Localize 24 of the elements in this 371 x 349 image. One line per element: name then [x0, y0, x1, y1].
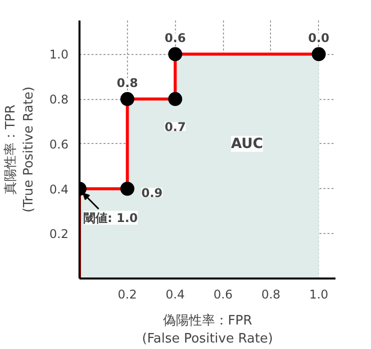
point — [120, 92, 134, 106]
point — [168, 47, 182, 62]
annotation: 0.0 — [308, 31, 330, 46]
annotation: AUC — [230, 136, 263, 152]
annotation: 0.8 — [116, 76, 138, 90]
y-tick-label: 1.0 — [49, 48, 69, 62]
y-tick-label: 0.2 — [49, 227, 69, 242]
y-axis-title: 真陽性率：TPR (True Positive Rate) — [2, 86, 36, 212]
point — [120, 182, 134, 196]
annotation: 0.9 — [141, 186, 163, 200]
point — [312, 47, 326, 62]
x-axis-title: 偽陽性率：FPR (False Positive Rate) — [142, 312, 273, 346]
point — [168, 92, 182, 106]
x-tick-label: 0.6 — [214, 288, 233, 302]
y-tick-label: 0.8 — [49, 92, 69, 107]
x-tick-label: 1.0 — [309, 288, 328, 302]
y-tick-label: 0.6 — [49, 137, 69, 152]
x-tick-label: 0.4 — [166, 288, 185, 302]
annotation: 0.6 — [164, 31, 186, 46]
x-tick-label: 0.8 — [261, 288, 280, 302]
annotation: 0.7 — [164, 120, 186, 134]
annotation: 閾値: 1.0 — [84, 210, 138, 225]
x-tick-label: 0.2 — [118, 288, 137, 302]
y-tick-label: 0.4 — [49, 182, 69, 196]
